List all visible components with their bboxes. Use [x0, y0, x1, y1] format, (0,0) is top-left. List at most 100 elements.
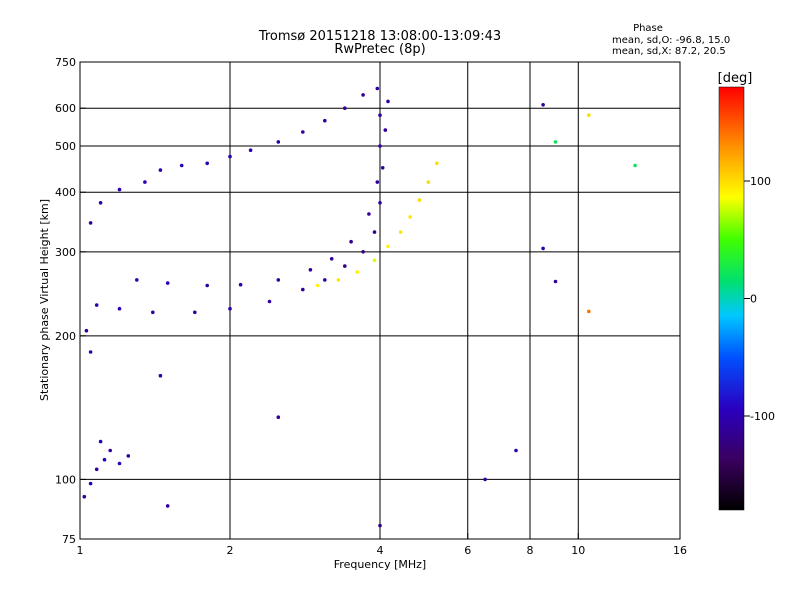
data-point: [514, 448, 518, 453]
y-tick-label: 600: [55, 102, 76, 115]
data-point: [98, 201, 103, 205]
stats-o-mode: mean, sd,O: -96.8, 15.0: [612, 35, 730, 46]
data-point: [158, 168, 163, 172]
data-point: [238, 282, 243, 287]
colorbar-tick-label: -100: [750, 410, 775, 423]
data-point: [301, 130, 305, 134]
data-point: [248, 148, 253, 152]
data-point: [541, 246, 545, 251]
data-point: [329, 257, 334, 261]
data-point: [553, 279, 558, 284]
data-point: [378, 113, 382, 117]
data-point: [84, 328, 89, 333]
y-tick-label: 400: [55, 186, 76, 199]
data-points: [82, 86, 637, 528]
data-point: [372, 258, 377, 263]
data-point: [117, 461, 122, 466]
data-point: [541, 103, 545, 107]
data-point: [126, 454, 131, 458]
data-point: [349, 239, 353, 244]
y-tick-label: 500: [55, 140, 76, 153]
data-point: [633, 163, 637, 168]
x-tick-label: 8: [527, 544, 534, 557]
y-tick-label: 75: [62, 533, 76, 546]
data-point: [378, 201, 382, 205]
data-point: [228, 154, 232, 159]
data-point: [98, 439, 103, 444]
data-point: [276, 278, 281, 282]
data-point: [378, 144, 382, 148]
data-point: [587, 309, 591, 314]
y-tick-label: 100: [55, 473, 76, 486]
data-point: [108, 448, 112, 453]
x-tick-label: 10: [571, 544, 585, 557]
data-point: [408, 215, 413, 219]
data-point: [426, 180, 431, 184]
x-tick-label: 1: [77, 544, 84, 557]
grid-lines: [80, 62, 680, 539]
y-tick-label: 300: [55, 246, 76, 259]
data-point: [343, 264, 347, 268]
data-point: [205, 283, 209, 288]
data-point: [94, 467, 99, 472]
axis-ticks: 1 2 4 6 8 10 16 75 100 200 300 400 500 600 750: [55, 56, 687, 557]
data-point: [361, 250, 365, 254]
data-point: [315, 283, 320, 288]
data-point: [355, 270, 360, 274]
data-point: [193, 310, 197, 315]
data-point: [380, 166, 385, 170]
data-point: [378, 523, 382, 528]
data-point: [587, 113, 591, 117]
data-point: [151, 310, 155, 315]
data-point: [386, 244, 390, 249]
data-point: [88, 481, 93, 486]
y-tick-label: 200: [55, 330, 76, 343]
x-tick-label: 6: [464, 544, 471, 557]
plot-frame: [79, 61, 681, 540]
colorbar: [718, 86, 745, 511]
colorbar-label: [deg]: [718, 71, 753, 86]
data-point: [102, 457, 107, 462]
data-point: [553, 140, 558, 144]
data-point: [88, 221, 93, 225]
data-point: [228, 306, 232, 311]
data-point: [435, 161, 439, 166]
data-point: [276, 140, 281, 144]
data-point: [336, 278, 341, 282]
data-point: [483, 477, 487, 482]
x-axis-label: Frequency [MHz]: [334, 558, 426, 571]
x-tick-label: 16: [673, 544, 687, 557]
data-point: [308, 268, 313, 272]
data-point: [135, 278, 139, 282]
data-point: [276, 415, 281, 420]
y-tick-label: 750: [55, 56, 76, 69]
data-point: [367, 212, 371, 216]
data-point: [158, 373, 163, 378]
data-point: [323, 278, 327, 282]
data-point: [375, 86, 380, 91]
stats-heading: Phase: [633, 23, 663, 34]
data-point: [82, 494, 87, 499]
data-point: [417, 198, 422, 202]
data-point: [267, 299, 272, 304]
x-tick-label: 4: [377, 544, 384, 557]
data-point: [383, 128, 388, 132]
chart-subtitle: RwPretec (8p): [334, 42, 425, 57]
data-point: [375, 180, 380, 184]
data-point: [372, 230, 377, 234]
data-point: [143, 180, 147, 184]
data-point: [88, 350, 93, 354]
data-point: [165, 281, 170, 285]
data-point: [179, 163, 184, 168]
data-point: [117, 306, 122, 311]
colorbar-ticks: 100 0 -100: [744, 175, 775, 423]
data-point: [94, 303, 99, 307]
data-point: [165, 504, 170, 508]
data-point: [361, 93, 365, 97]
data-point: [205, 161, 209, 166]
chart-title: Tromsø 20151218 13:08:00-13:09:43: [258, 29, 501, 44]
data-point: [117, 187, 122, 192]
x-tick-label: 2: [227, 544, 234, 557]
